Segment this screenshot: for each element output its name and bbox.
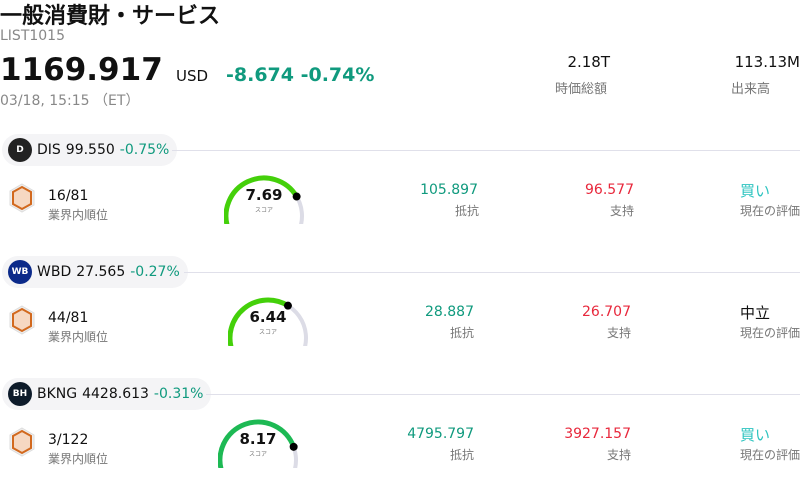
stock-change-pct: -0.27% bbox=[130, 264, 180, 280]
change-value: -8.674 bbox=[226, 64, 294, 86]
market-cap-value: 2.18T bbox=[567, 53, 610, 71]
rating-label: 現在の評価 bbox=[740, 448, 800, 462]
rank-hexagon-icon bbox=[9, 305, 35, 335]
resistance-value: 28.887 bbox=[425, 304, 474, 320]
booking-holdings-logo-icon: BH bbox=[8, 382, 32, 406]
gauge-marker bbox=[292, 192, 301, 201]
score-value: 6.44 bbox=[249, 308, 287, 326]
gauge-marker bbox=[283, 301, 292, 310]
stock-pill-dis[interactable]: D DIS 99.550 -0.75% bbox=[2, 134, 178, 166]
stock-pill-wbd[interactable]: WB WBD 27.565 -0.27% bbox=[2, 256, 188, 288]
market-cap-label: 時価総額 bbox=[555, 82, 608, 97]
score-label: スコア bbox=[254, 207, 273, 214]
gauge-fill bbox=[228, 297, 291, 346]
rating-label: 現在の評価 bbox=[740, 204, 800, 218]
resistance-value: 4795.797 bbox=[407, 426, 474, 442]
resistance-label: 抵抗 bbox=[450, 326, 475, 340]
score-gauge bbox=[218, 419, 298, 468]
score-value: 7.69 bbox=[245, 186, 283, 204]
volume-value: 113.13M bbox=[734, 53, 800, 71]
support-value: 96.577 bbox=[585, 182, 634, 198]
score-gauge bbox=[224, 175, 304, 224]
score-label: スコア bbox=[248, 451, 267, 458]
support-label: 支持 bbox=[610, 204, 635, 218]
rank-hexagon-icon bbox=[9, 427, 35, 457]
rating-value: 中立 bbox=[740, 304, 771, 322]
resistance-label: 抵抗 bbox=[450, 448, 475, 462]
volume-label: 出来高 bbox=[731, 82, 771, 97]
gauge-fill bbox=[224, 175, 300, 224]
currency: USD bbox=[176, 67, 209, 85]
rating-value: 買い bbox=[740, 182, 771, 200]
stock-change-pct: -0.75% bbox=[119, 142, 170, 158]
industry-rank: 16/81 bbox=[48, 188, 89, 204]
change-pct: -0.74% bbox=[300, 64, 375, 86]
industry-rank-label: 業界内順位 bbox=[48, 208, 109, 222]
rating-value: 買い bbox=[740, 426, 771, 444]
industry-rank: 3/122 bbox=[48, 432, 89, 448]
wb-logo-icon: WB bbox=[8, 260, 32, 284]
stock-price: 27.565 bbox=[76, 264, 126, 280]
rank-hexagon-icon bbox=[9, 183, 35, 213]
industry-rank-label: 業界内順位 bbox=[48, 330, 109, 344]
stock-pill-bkng[interactable]: BH BKNG 4428.613 -0.31% bbox=[2, 378, 212, 410]
support-value: 26.707 bbox=[582, 304, 631, 320]
score-value: 8.17 bbox=[239, 430, 277, 448]
support-label: 支持 bbox=[607, 448, 632, 462]
support-label: 支持 bbox=[607, 326, 632, 340]
industry-rank: 44/81 bbox=[48, 310, 89, 326]
ticker: WBD bbox=[37, 264, 72, 280]
gauge-marker bbox=[289, 442, 298, 451]
support-value: 3927.157 bbox=[564, 426, 631, 442]
timestamp: 03/18, 15:15 （ET） bbox=[0, 93, 140, 109]
index-code: LIST1015 bbox=[0, 28, 65, 44]
divider bbox=[184, 272, 800, 273]
divider bbox=[172, 150, 800, 151]
stock-price: 99.550 bbox=[65, 142, 115, 158]
industry-rank-label: 業界内順位 bbox=[48, 452, 109, 466]
page-title: 一般消費財・サービス bbox=[0, 4, 221, 29]
ticker: DIS bbox=[37, 142, 61, 158]
score-gauge bbox=[228, 297, 308, 346]
resistance-value: 105.897 bbox=[420, 182, 478, 198]
stock-change-pct: -0.31% bbox=[153, 386, 204, 402]
disney-logo-icon: D bbox=[8, 138, 32, 162]
gauge-fill bbox=[218, 419, 297, 468]
score-label: スコア bbox=[258, 329, 277, 336]
price-change: -8.674 -0.74% bbox=[226, 64, 374, 86]
divider bbox=[206, 394, 800, 395]
index-price: 1169.917 bbox=[0, 52, 163, 88]
stock-price: 4428.613 bbox=[82, 386, 149, 402]
rating-label: 現在の評価 bbox=[740, 326, 800, 340]
resistance-label: 抵抗 bbox=[455, 204, 480, 218]
ticker: BKNG bbox=[37, 386, 78, 402]
